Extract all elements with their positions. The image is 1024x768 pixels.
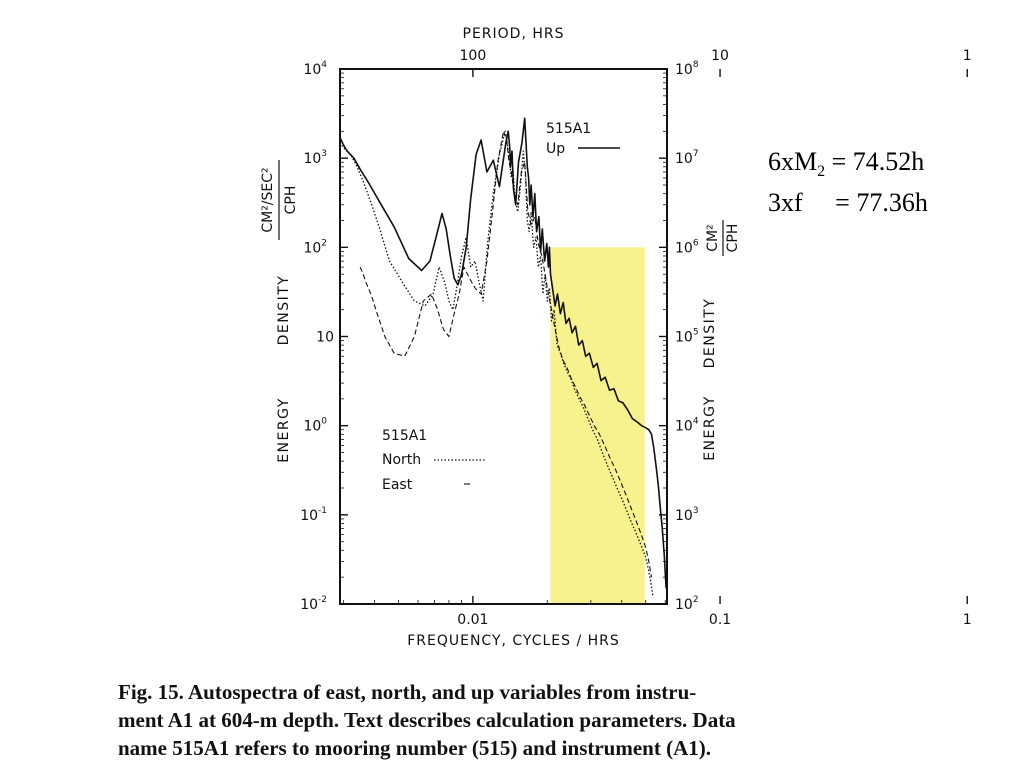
left-unit-numerator: CM²/SEC² bbox=[260, 167, 276, 232]
bottom-tick-label: 0.1 bbox=[709, 612, 731, 628]
right-tick-label: 103 bbox=[675, 506, 699, 524]
right-tick-label: 105 bbox=[675, 328, 699, 346]
bottom-axis-title: FREQUENCY, CYCLES / HRS bbox=[407, 633, 620, 649]
left-axis-title-energy: ENERGY bbox=[276, 397, 292, 463]
left-tick-label: 103 bbox=[303, 149, 327, 167]
series-layer bbox=[339, 117, 667, 597]
series-up-line bbox=[339, 117, 667, 589]
right-axis-title-density: DENSITY bbox=[702, 298, 718, 369]
legend-east-label: East bbox=[382, 477, 413, 493]
annotation-m2: 6xM2 = 74.52h bbox=[768, 147, 925, 181]
right-tick-label: 108 bbox=[675, 60, 699, 78]
annotation-f: 3xf = 77.36h bbox=[768, 188, 928, 217]
label-layer: 1041031021010010-110-2108107106105104103… bbox=[260, 26, 972, 649]
left-tick-label: 102 bbox=[303, 238, 327, 256]
right-tick-label: 104 bbox=[675, 417, 699, 435]
bottom-tick-label: 1 bbox=[963, 612, 972, 628]
right-unit-numerator: CM² bbox=[705, 224, 721, 251]
right-axis-title-energy: ENERGY bbox=[702, 395, 718, 461]
legend-north-label: North bbox=[382, 452, 421, 468]
bottom-tick-label: 0.01 bbox=[457, 612, 488, 628]
left-tick-label: 104 bbox=[303, 60, 327, 78]
right-tick-label: 107 bbox=[675, 149, 699, 167]
highlight-band bbox=[550, 247, 645, 605]
caption-line-2: ment A1 at 604-m depth. Text describes c… bbox=[118, 708, 736, 732]
legend-up-title: 515A1 bbox=[546, 121, 591, 137]
series-north-line bbox=[339, 130, 654, 597]
right-unit-denominator: CPH bbox=[725, 224, 741, 253]
left-tick-label: 10-1 bbox=[300, 506, 327, 524]
right-tick-label: 106 bbox=[675, 238, 699, 256]
tick-layer bbox=[340, 68, 968, 605]
left-tick-label: 10 bbox=[316, 330, 334, 346]
top-tick-label: 100 bbox=[460, 48, 487, 64]
top-tick-label: 10 bbox=[711, 48, 729, 64]
caption-line-3: name 515A1 refers to mooring number (515… bbox=[118, 736, 712, 760]
left-tick-label: 10-2 bbox=[300, 595, 327, 613]
legend-up-label: Up bbox=[546, 141, 565, 157]
legend-horizontal-title: 515A1 bbox=[382, 428, 427, 444]
top-axis-title: PERIOD, HRS bbox=[463, 26, 565, 42]
left-tick-label: 100 bbox=[303, 417, 327, 435]
left-unit-denominator: CPH bbox=[283, 186, 299, 215]
spectrum-chart: 1041031021010010-110-2108107106105104103… bbox=[260, 26, 972, 649]
right-tick-label: 102 bbox=[675, 595, 699, 613]
top-tick-label: 1 bbox=[963, 48, 972, 64]
legend-layer: 515A1 Up 515A1 North East bbox=[382, 121, 620, 493]
figure-caption: Fig. 15. Autospectra of east, north, and… bbox=[118, 678, 918, 762]
caption-line-1: Fig. 15. Autospectra of east, north, and… bbox=[118, 680, 697, 704]
left-axis-title-density: DENSITY bbox=[276, 275, 292, 346]
